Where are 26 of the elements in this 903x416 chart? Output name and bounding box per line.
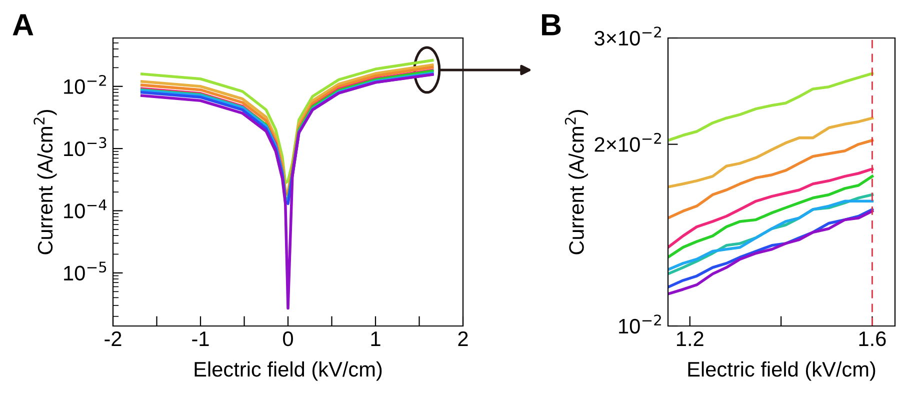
y-axis-title: Current (A/cm$^{2}$) — [34, 110, 57, 254]
line-series — [668, 168, 874, 249]
chart-title: B — [542, 14, 561, 36]
line-series — [668, 174, 874, 259]
y-tick-label: 10$^{−2}$ — [619, 314, 661, 334]
x-tick-label: 2 — [458, 331, 468, 346]
y-tick-label: 10$^{−2}$ — [64, 74, 106, 94]
chart-title: A — [12, 14, 34, 36]
x-tick-label: 0 — [283, 331, 293, 346]
x-tick-label: 1.2 — [676, 331, 704, 346]
x-tick-label: -1 — [192, 332, 209, 346]
line-series — [140, 73, 434, 310]
line-series — [668, 116, 874, 188]
x-axis-title: Electric field (kV/cm) — [688, 361, 876, 381]
y-tick-label: 3×10$^{−2}$ — [594, 26, 661, 46]
line-series — [668, 72, 874, 142]
y-axis-title: Current (A/cm$^{2}$) — [564, 110, 588, 254]
y-tick-label: 10$^{−4}$ — [64, 200, 107, 218]
x-tick-label: -2 — [104, 331, 122, 346]
y-tick-label: 10$^{−5}$ — [64, 262, 106, 281]
x-axis-title: Electric field (kV/cm) — [194, 361, 382, 381]
line-series — [668, 139, 874, 220]
y-tick-label: 2×10$^{−2}$ — [594, 132, 661, 152]
x-tick-label: 1 — [371, 332, 380, 346]
x-tick-label: 1.6 — [859, 331, 886, 346]
y-tick-label: 10$^{−3}$ — [64, 137, 106, 156]
